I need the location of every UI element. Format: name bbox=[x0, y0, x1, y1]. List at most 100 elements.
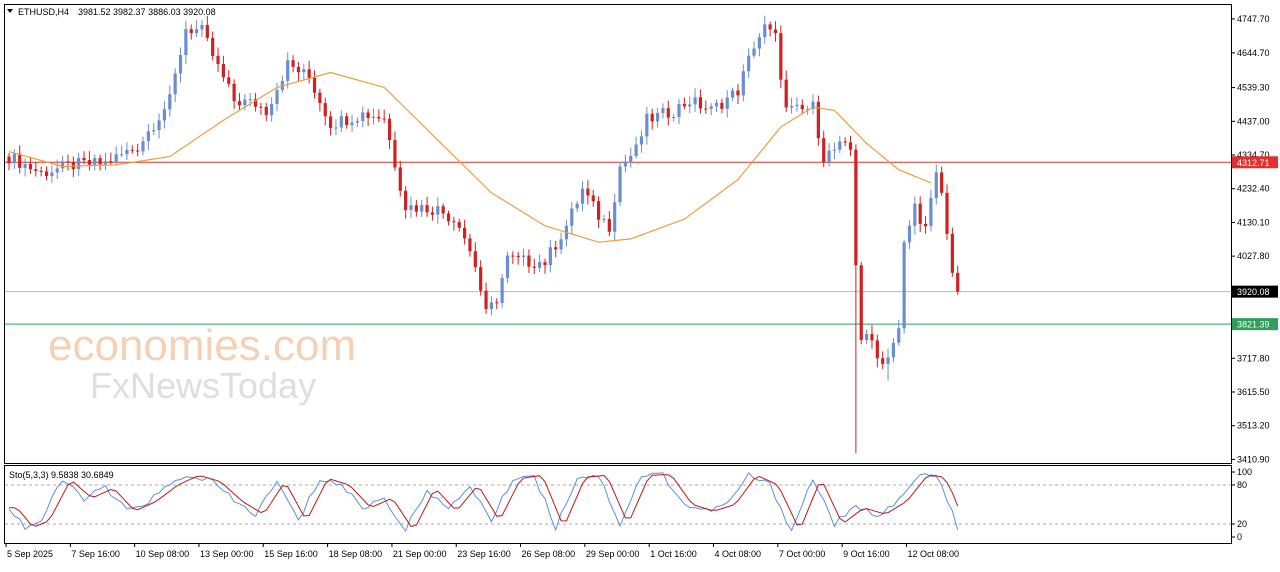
candle-body bbox=[784, 79, 788, 108]
candle-body bbox=[913, 203, 917, 226]
candle-body bbox=[543, 262, 547, 266]
resistance-price-tag bbox=[1232, 156, 1278, 169]
time-tick-label: 7 Sep 16:00 bbox=[71, 549, 120, 559]
support-price-label: 3821.39 bbox=[1237, 320, 1270, 330]
candles bbox=[7, 15, 960, 454]
stochastic-signal-line bbox=[9, 474, 959, 527]
candle-body bbox=[162, 109, 167, 121]
candle-body bbox=[875, 340, 879, 359]
candle-body bbox=[152, 130, 156, 132]
candle-body bbox=[645, 113, 649, 137]
time-tick-label: 4 Oct 08:00 bbox=[715, 549, 762, 559]
candle-body bbox=[763, 24, 767, 38]
candle-body bbox=[334, 127, 338, 129]
candle-body bbox=[586, 188, 590, 196]
candle-body bbox=[452, 221, 456, 223]
stochastic-plot bbox=[5, 472, 1231, 533]
candle-body bbox=[71, 161, 75, 170]
candle-body bbox=[103, 161, 108, 165]
price-tick-label: 3615.50 bbox=[1237, 387, 1270, 397]
candle-body bbox=[55, 168, 59, 173]
candle-body bbox=[28, 164, 33, 170]
candle-body bbox=[639, 136, 644, 145]
price-level-labels: 4312.71 3920.08 3821.39 bbox=[1232, 156, 1278, 331]
candle-body bbox=[950, 233, 954, 273]
candle-body bbox=[843, 141, 847, 143]
candle-body bbox=[114, 154, 118, 163]
candle-body bbox=[446, 213, 451, 222]
candle-body bbox=[629, 155, 633, 162]
candle-body bbox=[23, 164, 27, 168]
candle-body bbox=[414, 205, 418, 212]
candle-body bbox=[822, 138, 826, 163]
candle-body bbox=[747, 55, 751, 72]
candle-body bbox=[886, 357, 890, 364]
indicator-label: Sto(5,3,3) 9.5838 30.6849 bbox=[9, 470, 114, 480]
candle-body bbox=[119, 154, 124, 156]
candle-body bbox=[339, 116, 343, 128]
candle-body bbox=[709, 106, 713, 109]
candle-body bbox=[61, 161, 65, 169]
candle-body bbox=[806, 109, 810, 111]
moving-average-line bbox=[8, 71, 932, 243]
candle-body bbox=[157, 120, 161, 131]
candle-body bbox=[168, 94, 172, 110]
candle-body bbox=[773, 29, 778, 34]
candle-body bbox=[929, 197, 933, 227]
candle-body bbox=[457, 222, 461, 228]
candle-body bbox=[554, 247, 558, 250]
candle-body bbox=[205, 25, 209, 38]
candle-body bbox=[618, 166, 622, 203]
candle-body bbox=[527, 255, 531, 267]
candle-body bbox=[18, 153, 22, 168]
time-tick-label: 12 Oct 08:00 bbox=[907, 549, 959, 559]
watermark-fxnewstoday: FxNewsToday bbox=[90, 365, 316, 406]
symbol-label: ETHUSD,H4 bbox=[18, 7, 69, 17]
candle-body bbox=[800, 104, 804, 110]
candle-body bbox=[854, 149, 858, 266]
candle-body bbox=[881, 358, 885, 364]
candle-body bbox=[559, 239, 563, 250]
candle-body bbox=[672, 117, 676, 119]
candle-body bbox=[463, 227, 467, 239]
candle-body bbox=[511, 255, 515, 257]
candle-body bbox=[173, 73, 177, 95]
stochastic-tick-label: 0 bbox=[1237, 532, 1242, 542]
candle-body bbox=[677, 104, 681, 118]
candle-body bbox=[355, 120, 359, 123]
candle-body bbox=[859, 265, 863, 341]
candle-body bbox=[237, 101, 242, 106]
candle-body bbox=[436, 206, 440, 215]
triangle-down-icon[interactable] bbox=[7, 9, 13, 13]
candle-body bbox=[500, 278, 504, 303]
price-panel-frame bbox=[4, 4, 1232, 464]
support-price-tag bbox=[1232, 318, 1278, 331]
resistance-price-label: 4312.71 bbox=[1237, 158, 1270, 168]
stochastic-main-line bbox=[8, 472, 959, 533]
candle-body bbox=[484, 290, 488, 310]
candle-body bbox=[409, 205, 413, 211]
candle-body bbox=[752, 48, 756, 56]
time-tick-label: 29 Sep 00:00 bbox=[586, 549, 640, 559]
candle-body bbox=[575, 203, 579, 209]
price-tick-label: 4232.40 bbox=[1237, 184, 1270, 194]
candle-body bbox=[650, 113, 654, 122]
candle-body bbox=[934, 172, 938, 198]
candle-body bbox=[468, 238, 472, 252]
candle-body bbox=[597, 201, 601, 220]
candle-body bbox=[296, 66, 301, 73]
moving-average bbox=[8, 71, 932, 243]
candle-body bbox=[865, 334, 869, 341]
candle-body bbox=[489, 302, 493, 310]
candle-body bbox=[505, 255, 510, 279]
candle-body bbox=[779, 33, 783, 80]
candle-body bbox=[200, 25, 204, 30]
candle-body bbox=[634, 144, 638, 156]
candle-body bbox=[398, 167, 402, 191]
candle-body bbox=[623, 161, 627, 167]
candle-body bbox=[907, 225, 912, 243]
candle-body bbox=[371, 116, 376, 118]
price-tick-label: 3717.80 bbox=[1237, 353, 1270, 363]
candle-body bbox=[377, 116, 381, 119]
